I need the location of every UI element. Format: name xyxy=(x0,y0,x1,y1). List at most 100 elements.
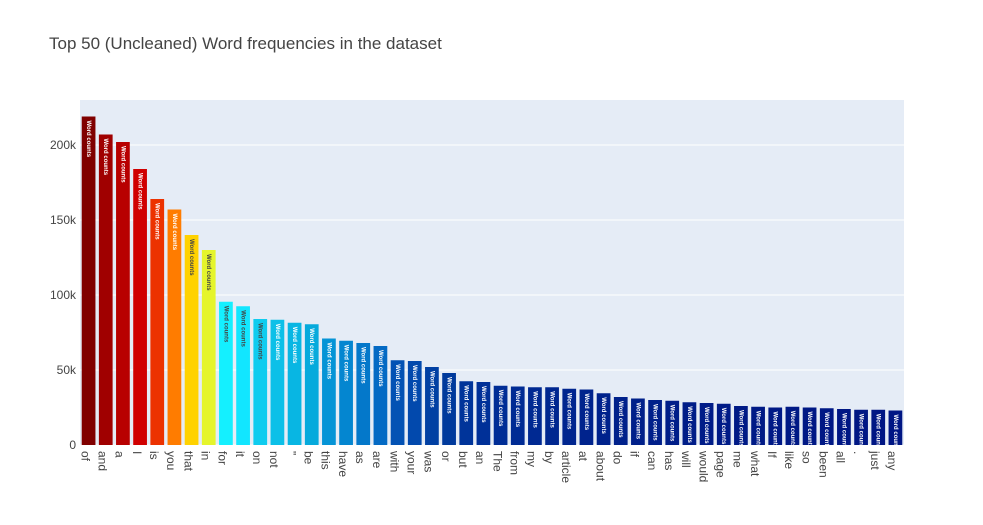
bar-data-label: Word counts xyxy=(720,408,726,445)
x-tick-label: me xyxy=(731,451,745,468)
bar-data-label: Word counts xyxy=(806,412,812,449)
bar[interactable] xyxy=(871,409,886,445)
bar[interactable] xyxy=(802,407,817,446)
bar-data-label: Word counts xyxy=(566,393,572,430)
x-tick-label: it xyxy=(233,451,247,458)
x-tick-label: so xyxy=(799,451,813,464)
bar[interactable] xyxy=(167,209,182,446)
bar[interactable] xyxy=(356,343,371,445)
bar-data-label: Word counts xyxy=(480,386,486,423)
x-tick-label: or xyxy=(439,451,453,462)
x-tick-label: a xyxy=(113,451,127,458)
bar-data-label: Word counts xyxy=(634,403,640,440)
bar[interactable] xyxy=(819,408,834,445)
bar-data-label: Word counts xyxy=(394,364,400,401)
bar[interactable] xyxy=(493,385,508,445)
bar-data-label: Word counts xyxy=(772,412,778,449)
bar-data-label: Word counts xyxy=(463,385,469,422)
bar[interactable] xyxy=(854,409,868,445)
bar[interactable] xyxy=(287,322,302,445)
bar[interactable] xyxy=(528,387,542,445)
bar[interactable] xyxy=(888,410,903,446)
x-tick-label: page xyxy=(714,451,728,478)
bar[interactable] xyxy=(699,403,714,445)
bar[interactable] xyxy=(510,386,525,446)
x-tick-label: not xyxy=(267,451,281,468)
bar[interactable] xyxy=(150,199,165,445)
gridlines xyxy=(80,144,904,446)
bar[interactable] xyxy=(476,382,491,445)
bar[interactable] xyxy=(116,142,130,445)
x-tick-label: was xyxy=(422,450,436,472)
bar-data-label: Word counts xyxy=(205,254,211,291)
bar[interactable] xyxy=(133,169,147,445)
bar[interactable] xyxy=(201,250,216,445)
bar-data-label: Word counts xyxy=(737,410,743,447)
bar[interactable] xyxy=(631,398,645,446)
bar-data-label: Word counts xyxy=(497,390,503,427)
x-tick-label: as xyxy=(353,451,367,464)
x-tick-label: be xyxy=(302,451,316,465)
bar-data-label: Word counts xyxy=(240,310,246,347)
y-tick-label: 100k xyxy=(50,288,77,302)
x-tick-label: all xyxy=(834,451,848,463)
bar[interactable] xyxy=(322,338,336,446)
x-tick-label: been xyxy=(817,451,831,478)
bar[interactable] xyxy=(236,306,250,445)
bar-data-label: Word counts xyxy=(446,377,452,414)
bar[interactable] xyxy=(304,324,319,445)
bar[interactable] xyxy=(442,373,456,445)
x-tick-label: by xyxy=(542,451,556,464)
x-tick-label: that xyxy=(181,451,195,472)
x-tick-label: just xyxy=(868,450,882,470)
bar[interactable] xyxy=(270,319,285,445)
x-tick-label: has xyxy=(662,451,676,470)
bar[interactable] xyxy=(734,406,748,445)
bar[interactable] xyxy=(184,235,199,445)
bar[interactable] xyxy=(253,319,268,445)
x-tick-label: your xyxy=(405,451,419,474)
bar[interactable] xyxy=(545,387,559,445)
x-tick-label: If xyxy=(765,451,779,458)
bar[interactable] xyxy=(785,406,800,445)
bar[interactable] xyxy=(425,367,439,445)
bar[interactable] xyxy=(81,116,96,446)
x-tick-label: this xyxy=(319,451,333,470)
bar-data-label: Word counts xyxy=(823,412,829,449)
bar[interactable] xyxy=(648,400,662,445)
x-tick-label: do xyxy=(611,451,625,465)
bar[interactable] xyxy=(596,393,611,445)
bar-data-label: Word counts xyxy=(789,411,795,448)
bar[interactable] xyxy=(339,340,353,445)
chart-title: Top 50 (Uncleaned) Word frequencies in t… xyxy=(49,34,442,53)
bar[interactable] xyxy=(665,400,680,445)
bar[interactable] xyxy=(98,134,113,446)
bar[interactable] xyxy=(768,407,783,446)
bar[interactable] xyxy=(390,360,405,445)
x-tick-label: about xyxy=(593,451,607,482)
bar[interactable] xyxy=(579,389,594,446)
x-tick-label: and xyxy=(96,451,110,471)
bar[interactable] xyxy=(682,402,697,445)
bar[interactable] xyxy=(751,406,765,445)
x-tick-label: you xyxy=(164,451,178,470)
x-tick-label: if xyxy=(628,451,642,458)
x-tick-label: an xyxy=(473,451,487,464)
bar[interactable] xyxy=(219,301,233,445)
y-tick-label: 0 xyxy=(69,438,76,452)
bar[interactable] xyxy=(613,397,628,445)
x-tick-label: I xyxy=(130,451,144,454)
y-tick-label: 50k xyxy=(57,363,77,377)
y-axis: 0 50k 100k 150k 200k xyxy=(50,138,77,452)
bar-data-label: Word counts xyxy=(154,203,160,240)
bar[interactable] xyxy=(837,409,851,445)
x-tick-label: can xyxy=(645,451,659,470)
bar[interactable] xyxy=(562,388,577,445)
bar[interactable] xyxy=(459,381,474,445)
bar[interactable] xyxy=(407,361,422,445)
bars: Word counts Word counts Word counts Word co… xyxy=(81,116,903,452)
plot-background xyxy=(80,100,904,445)
bar[interactable] xyxy=(716,403,731,445)
bar[interactable] xyxy=(373,346,388,445)
